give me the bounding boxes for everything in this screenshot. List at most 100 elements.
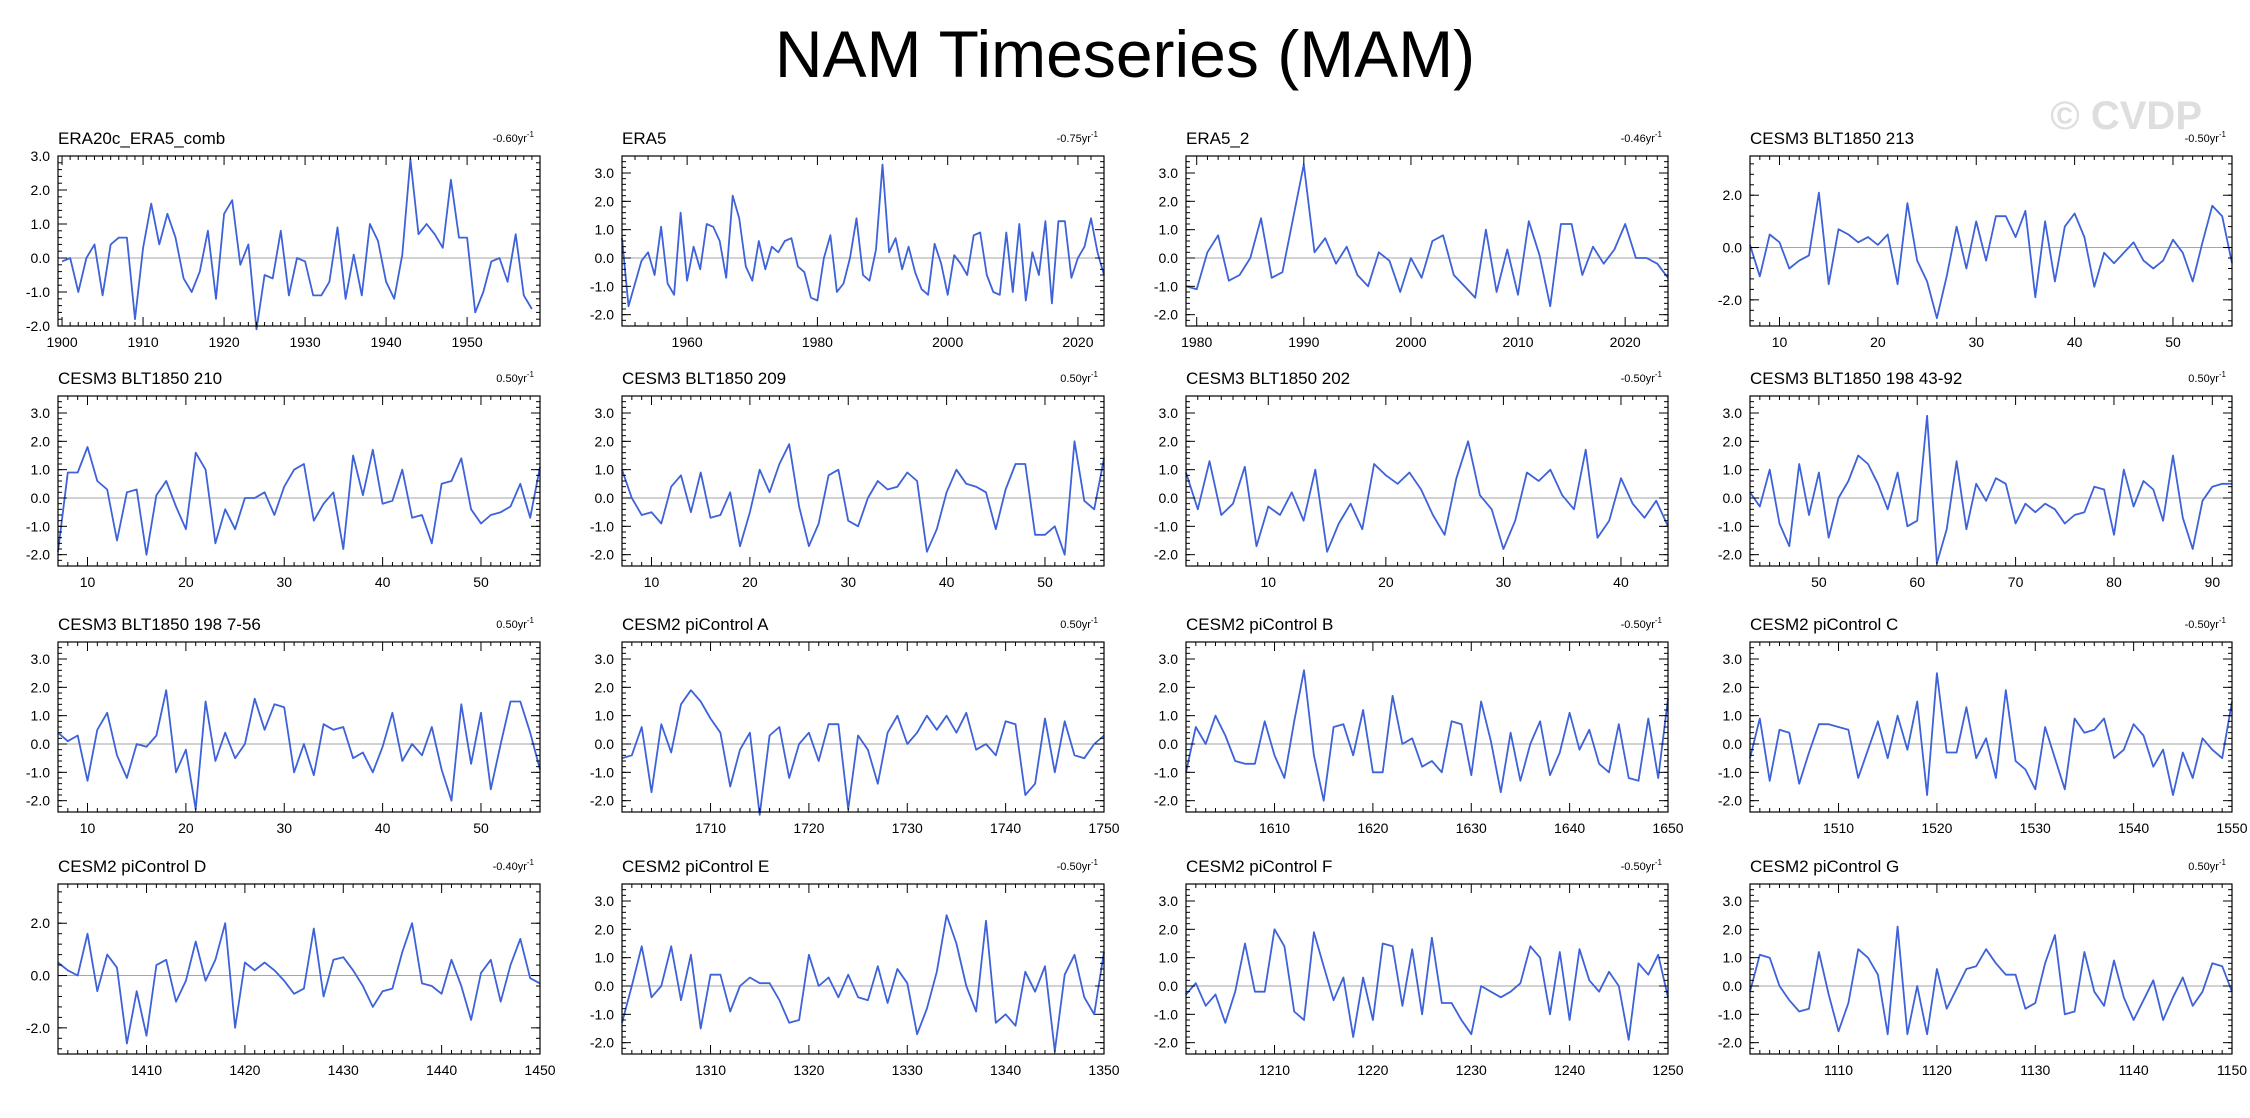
timeseries-panel: CESM2 piControl B -0.50yr-1 1610 1620 1630 16… (1154, 615, 1684, 836)
y-tick-label: 3.0 (1723, 651, 1743, 667)
trend-label: -0.50yr-1 (1621, 858, 1663, 873)
timeseries-panel: CESM2 piControl G 0.50yr-1 1110 1120 1130 114… (1718, 857, 2247, 1078)
series-line (621, 689, 1105, 816)
panel-title: CESM2 piControl C (1750, 615, 1898, 634)
series-line (1185, 928, 1669, 1041)
y-tick-label: 1.0 (1159, 950, 1179, 966)
y-tick-label: 1.0 (595, 222, 615, 238)
timeseries-panel: ERA20c_ERA5_comb -0.60yr-1 1900 1910 1920 193… (26, 129, 541, 350)
y-tick-label: -2.0 (590, 793, 614, 809)
y-tick-label: -1.0 (26, 764, 50, 780)
timeseries-panel: CESM2 piControl D -0.40yr-1 1410 1420 1430 14… (26, 857, 556, 1078)
trend-label: 0.50yr-1 (1060, 616, 1098, 631)
x-tick-label: 60 (1909, 574, 1925, 590)
x-tick-label: 20 (178, 574, 194, 590)
x-tick-label: 40 (2067, 334, 2083, 350)
x-tick-label: 1900 (46, 334, 77, 350)
x-tick-label: 20 (1378, 574, 1394, 590)
y-tick-label: 2.0 (595, 433, 615, 449)
trend-label: 0.50yr-1 (496, 616, 534, 631)
x-tick-label: 1450 (524, 1062, 555, 1078)
x-tick-label: 50 (473, 820, 489, 836)
y-tick-label: 1.0 (595, 708, 615, 724)
panel-title: CESM3 BLT1850 202 (1186, 369, 1350, 388)
y-tick-label: 3.0 (595, 651, 615, 667)
x-tick-label: 1740 (990, 820, 1021, 836)
y-tick-label: 0.0 (1159, 736, 1179, 752)
x-tick-label: 1230 (1456, 1062, 1487, 1078)
x-tick-label: 1550 (2216, 820, 2247, 836)
trend-exponent: -1 (527, 370, 535, 379)
x-tick-label: 1330 (892, 1062, 923, 1078)
series-line (1749, 191, 2233, 320)
trend-label: -0.50yr-1 (1621, 616, 1663, 631)
y-tick-label: -2.0 (26, 547, 50, 563)
y-tick-label: 0.0 (31, 968, 51, 984)
y-tick-label: 2.0 (595, 679, 615, 695)
x-tick-label: 80 (2106, 574, 2122, 590)
trend-label: -0.60yr-1 (493, 130, 535, 145)
y-tick-label: 3.0 (595, 165, 615, 181)
trend-exponent: -1 (1655, 130, 1663, 139)
watermark-logo: © CVDP (2050, 94, 2202, 138)
panel-title: CESM2 piControl D (58, 857, 206, 876)
x-tick-label: 20 (1870, 334, 1886, 350)
y-tick-label: 2.0 (31, 915, 51, 931)
y-tick-label: 0.0 (31, 250, 51, 266)
y-tick-label: 1.0 (1159, 462, 1179, 478)
trend-label: -0.50yr-1 (1621, 370, 1663, 385)
x-tick-label: 1620 (1357, 820, 1388, 836)
y-tick-label: 3.0 (1159, 651, 1179, 667)
x-tick-label: 1920 (208, 334, 239, 350)
y-tick-label: -1.0 (590, 1006, 614, 1022)
plot-frame (57, 641, 541, 813)
x-tick-label: 1440 (426, 1062, 457, 1078)
y-tick-label: 3.0 (1159, 405, 1179, 421)
timeseries-panel: CESM3 BLT1850 202 -0.50yr-1 10 20 30 40 -2.0 -1… (1154, 369, 1669, 590)
y-tick-label: -2.0 (1154, 793, 1178, 809)
x-tick-label: 20 (742, 574, 758, 590)
x-tick-label: 1220 (1357, 1062, 1388, 1078)
x-tick-label: 1240 (1554, 1062, 1585, 1078)
timeseries-panel: CESM3 BLT1850 209 0.50yr-1 10 20 30 40 50 -2.0 -… (590, 369, 1105, 590)
timeseries-panel: CESM3 BLT1850 213 -0.50yr-1 10 20 30 40 50 -2.0… (1718, 129, 2233, 350)
series-line (1185, 669, 1669, 802)
y-tick-label: 1.0 (595, 950, 615, 966)
y-tick-label: -2.0 (590, 547, 614, 563)
series-line (61, 158, 533, 331)
y-tick-label: -1.0 (1718, 518, 1742, 534)
x-tick-label: 50 (1811, 574, 1827, 590)
series-line (621, 163, 1105, 308)
series-line (621, 914, 1105, 1053)
y-tick-label: 2.0 (31, 433, 51, 449)
trend-exponent: -1 (2219, 370, 2227, 379)
y-tick-label: -2.0 (26, 793, 50, 809)
x-tick-label: 1340 (990, 1062, 1021, 1078)
timeseries-panel: ERA5 -0.75yr-1 1960 1980 2000 2020 -2.0 -1.0 0.0… (590, 129, 1105, 350)
trend-exponent: -1 (1091, 616, 1099, 625)
x-tick-label: 70 (2008, 574, 2024, 590)
plot-frame (621, 155, 1105, 327)
y-tick-label: 3.0 (1159, 893, 1179, 909)
y-tick-label: 2.0 (1159, 433, 1179, 449)
x-tick-label: 10 (644, 574, 660, 590)
y-tick-label: 2.0 (1159, 921, 1179, 937)
series-line (1749, 672, 2233, 796)
x-tick-label: 1540 (2118, 820, 2149, 836)
y-tick-label: 1.0 (31, 708, 51, 724)
timeseries-panel: CESM2 piControl E -0.50yr-1 1310 1320 1330 13… (590, 857, 1120, 1078)
y-tick-label: 0.0 (1159, 490, 1179, 506)
panel-title: ERA20c_ERA5_comb (58, 129, 225, 148)
y-tick-label: -1.0 (1154, 278, 1178, 294)
x-tick-label: 1990 (1288, 334, 1319, 350)
x-tick-label: 1140 (2119, 1062, 2149, 1078)
y-tick-label: 1.0 (1159, 708, 1179, 724)
x-tick-label: 1110 (1824, 1062, 1853, 1078)
y-tick-label: -2.0 (1718, 1035, 1742, 1051)
x-tick-label: 1120 (1922, 1062, 1952, 1078)
x-tick-label: 1350 (1088, 1062, 1119, 1078)
timeseries-panel: CESM3 BLT1850 198 43-92 0.50yr-1 50 60 70 80 9… (1718, 369, 2233, 590)
y-tick-label: 0.0 (1723, 490, 1743, 506)
x-tick-label: 1650 (1652, 820, 1683, 836)
x-tick-label: 50 (1037, 574, 1053, 590)
